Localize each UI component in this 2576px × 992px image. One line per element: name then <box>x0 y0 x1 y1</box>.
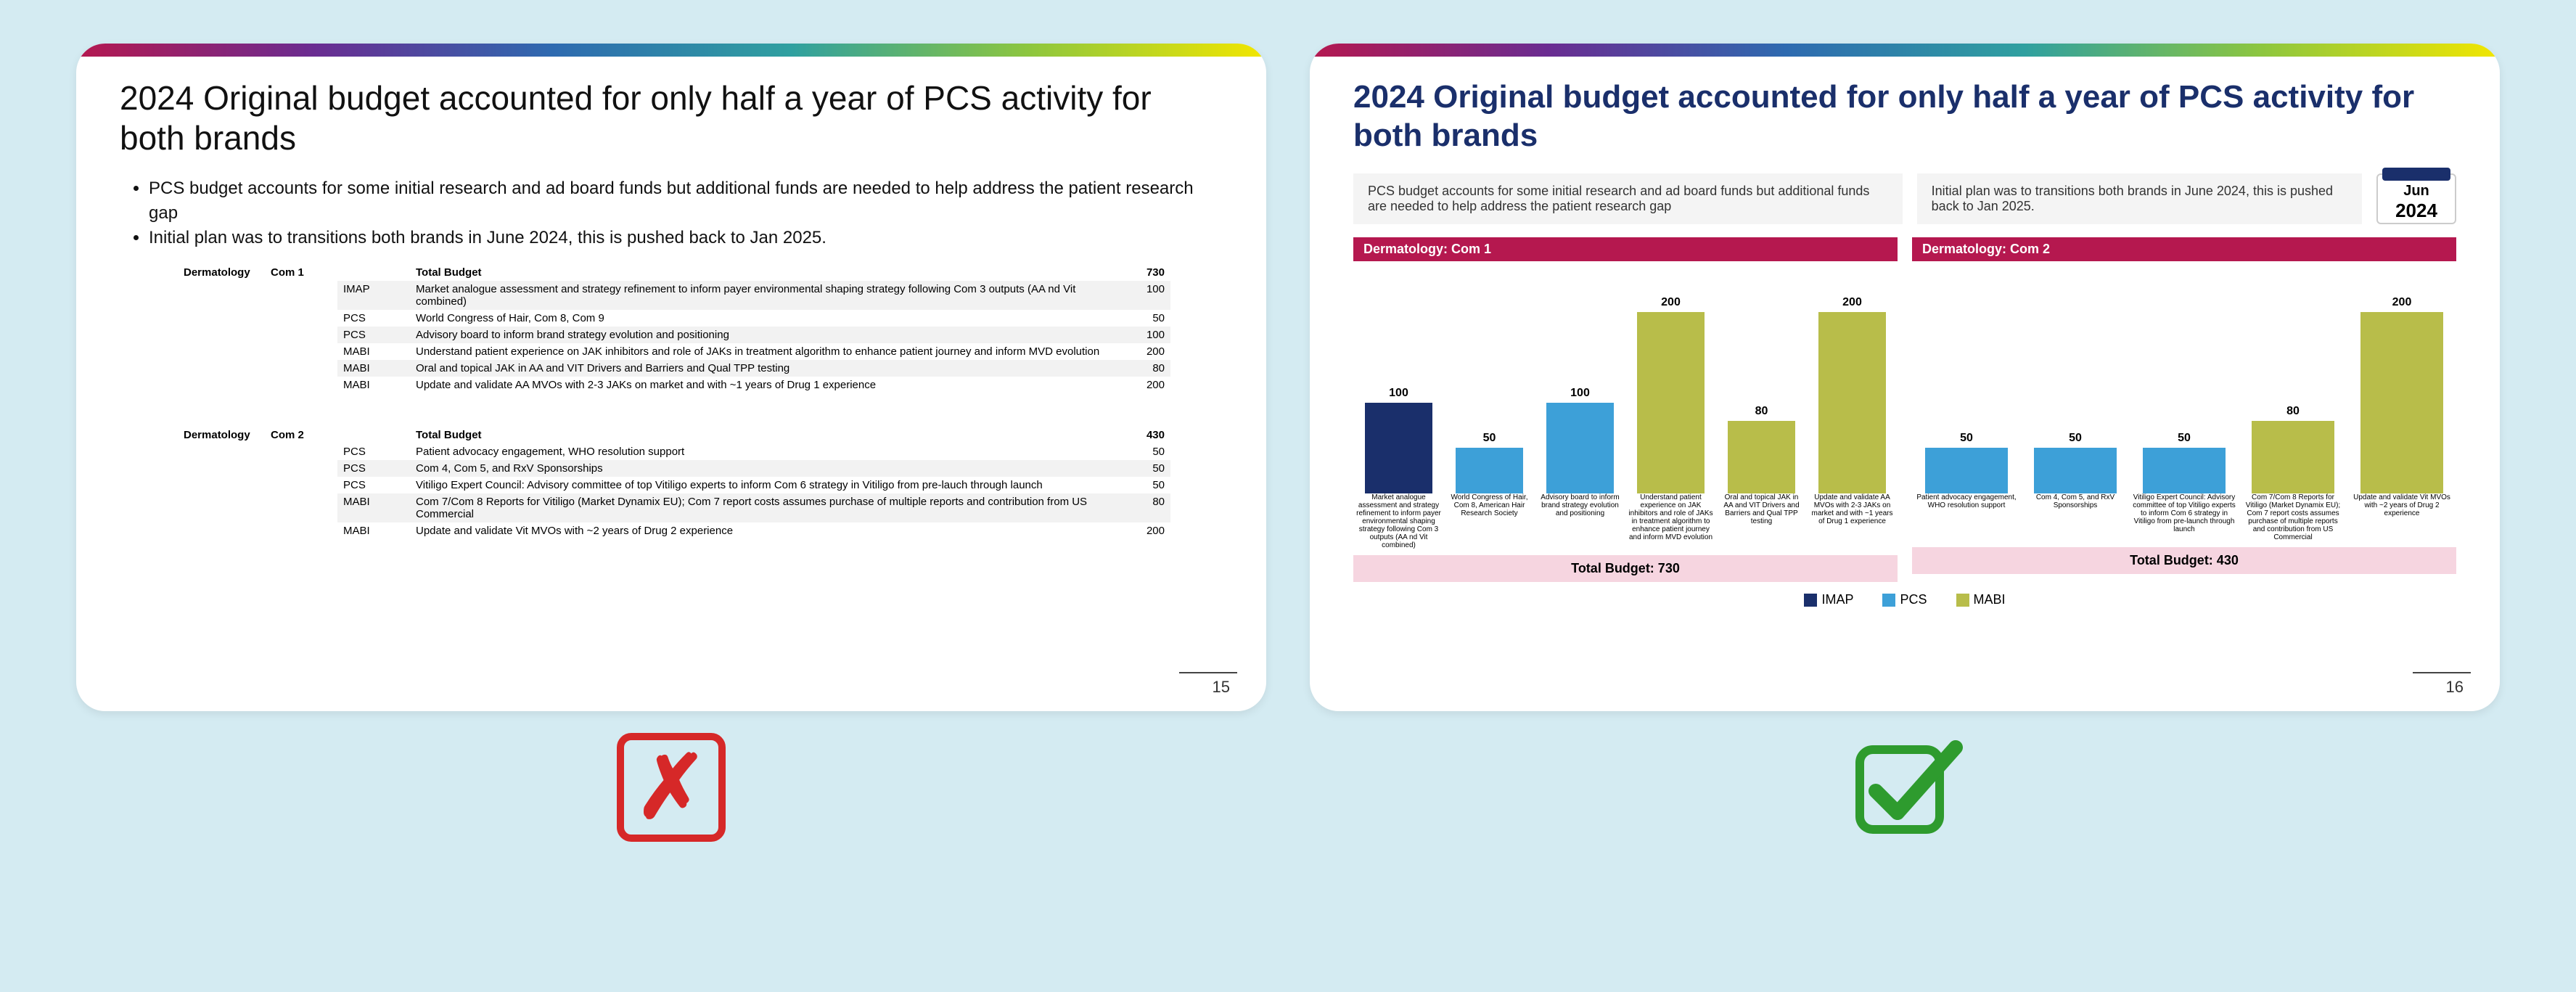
bar: 50 <box>1915 432 2018 493</box>
bar-rect <box>1365 403 1433 493</box>
bar-value: 200 <box>1661 296 1681 309</box>
legend: IMAP PCS MABI <box>1353 592 2456 607</box>
bullet-item: Initial plan was to transitions both bra… <box>149 226 1223 250</box>
bar: 50 <box>1447 432 1532 493</box>
calendar-year: 2024 <box>2395 200 2437 222</box>
bar-label: Market analogue assessment and strategy … <box>1356 493 1441 549</box>
slide-before: 2024 Original budget accounted for only … <box>76 44 1266 711</box>
bar-rect <box>1546 403 1615 493</box>
bar: 50 <box>2024 432 2127 493</box>
bar-rect <box>2034 448 2117 493</box>
legend-item: PCS <box>1882 592 1927 607</box>
reject-icon: ✗ <box>617 733 726 842</box>
label-row: Patient advocacy engagement, WHO resolut… <box>1912 493 2456 541</box>
bar-value: 200 <box>1842 296 1862 309</box>
calendar-month: Jun <box>2403 183 2429 200</box>
legend-item: MABI <box>1956 592 2006 607</box>
bar-value: 200 <box>2392 296 2412 309</box>
note-2: Initial plan was to transitions both bra… <box>1917 173 2362 224</box>
accept-icon <box>1843 733 1966 842</box>
bar: 100 <box>1356 387 1441 493</box>
label-row: Market analogue assessment and strategy … <box>1353 493 1898 549</box>
legend-item: IMAP <box>1804 592 1853 607</box>
bar-label: Update and validate AA MVOs with 2-3 JAK… <box>1810 493 1895 549</box>
bar-rect <box>1456 448 1524 493</box>
left-column: 2024 Original budget accounted for only … <box>76 44 1266 842</box>
bar-value: 80 <box>1755 405 1768 418</box>
bullet-item: PCS budget accounts for some initial res… <box>149 176 1223 225</box>
bar-rect <box>1818 312 1887 493</box>
bar-label: Com 4, Com 5, and RxV Sponsorships <box>2024 493 2127 541</box>
bar-value: 100 <box>1570 387 1590 400</box>
bullet-list: PCS budget accounts for some initial res… <box>120 176 1223 250</box>
chart-section: Dermatology: Com 2 50 50 50 80 200 Patient adv… <box>1912 237 2456 582</box>
bar: 100 <box>1538 387 1623 493</box>
notes-row: PCS budget accounts for some initial res… <box>1353 173 2456 224</box>
right-column: 2024 Original budget accounted for only … <box>1310 44 2500 842</box>
bar-label: Update and validate Vit MVOs with ~2 yea… <box>2350 493 2453 541</box>
slide-after: 2024 Original budget accounted for only … <box>1310 44 2500 711</box>
bar-label: Patient advocacy engagement, WHO resolut… <box>1915 493 2018 541</box>
bar-value: 100 <box>1389 387 1408 400</box>
budget-table: DermatologyCom 1Total Budget730IMAPMarke… <box>178 264 1170 539</box>
comparison-row: 2024 Original budget accounted for only … <box>36 44 2540 842</box>
bar-chart: 100 50 100 200 80 200 <box>1353 261 1898 493</box>
bar-value: 80 <box>2286 405 2300 418</box>
bar: 200 <box>1810 296 1895 493</box>
bar-label: Advisory board to inform brand strategy … <box>1538 493 1623 549</box>
bar: 200 <box>1628 296 1713 493</box>
bar-rect <box>1728 421 1796 493</box>
bar: 80 <box>1719 405 1804 493</box>
calendar-badge: Jun 2024 <box>2376 173 2456 224</box>
bar: 50 <box>2133 432 2236 493</box>
total-budget: Total Budget: 730 <box>1353 555 1898 582</box>
slide-title: 2024 Original budget accounted for only … <box>120 78 1223 158</box>
gradient-bar <box>76 44 1266 57</box>
bar-value: 50 <box>2178 432 2191 445</box>
bar-label: Vitiligo Expert Council: Advisory commit… <box>2133 493 2236 541</box>
bar-value: 50 <box>1483 432 1496 445</box>
bar-rect <box>2252 421 2334 493</box>
section-header: Dermatology: Com 2 <box>1912 237 2456 261</box>
chart-section: Dermatology: Com 1 100 50 100 200 80 200 Market… <box>1353 237 1898 582</box>
note-1: PCS budget accounts for some initial res… <box>1353 173 1903 224</box>
bar-chart: 50 50 50 80 200 <box>1912 261 2456 493</box>
section-header: Dermatology: Com 1 <box>1353 237 1898 261</box>
total-budget: Total Budget: 430 <box>1912 547 2456 574</box>
slide-title: 2024 Original budget accounted for only … <box>1353 78 2456 155</box>
bar: 80 <box>2241 405 2345 493</box>
charts-row: Dermatology: Com 1 100 50 100 200 80 200 Market… <box>1353 237 2456 582</box>
bar-label: Understand patient experience on JAK inh… <box>1628 493 1713 549</box>
bar-value: 50 <box>2069 432 2082 445</box>
bar-rect <box>2360 312 2443 493</box>
page-number: 15 <box>1213 678 1230 697</box>
bar-rect <box>2143 448 2226 493</box>
page-number: 16 <box>2446 678 2464 697</box>
bar-label: Com 7/Com 8 Reports for Vitiligo (Market… <box>2241 493 2345 541</box>
bar-rect <box>1637 312 1705 493</box>
bar-value: 50 <box>1960 432 1973 445</box>
bar: 200 <box>2350 296 2453 493</box>
gradient-bar <box>1310 44 2500 57</box>
bar-label: Oral and topical JAK in AA and VIT Drive… <box>1719 493 1804 549</box>
bar-rect <box>1925 448 2008 493</box>
bar-label: World Congress of Hair, Com 8, American … <box>1447 493 1532 549</box>
